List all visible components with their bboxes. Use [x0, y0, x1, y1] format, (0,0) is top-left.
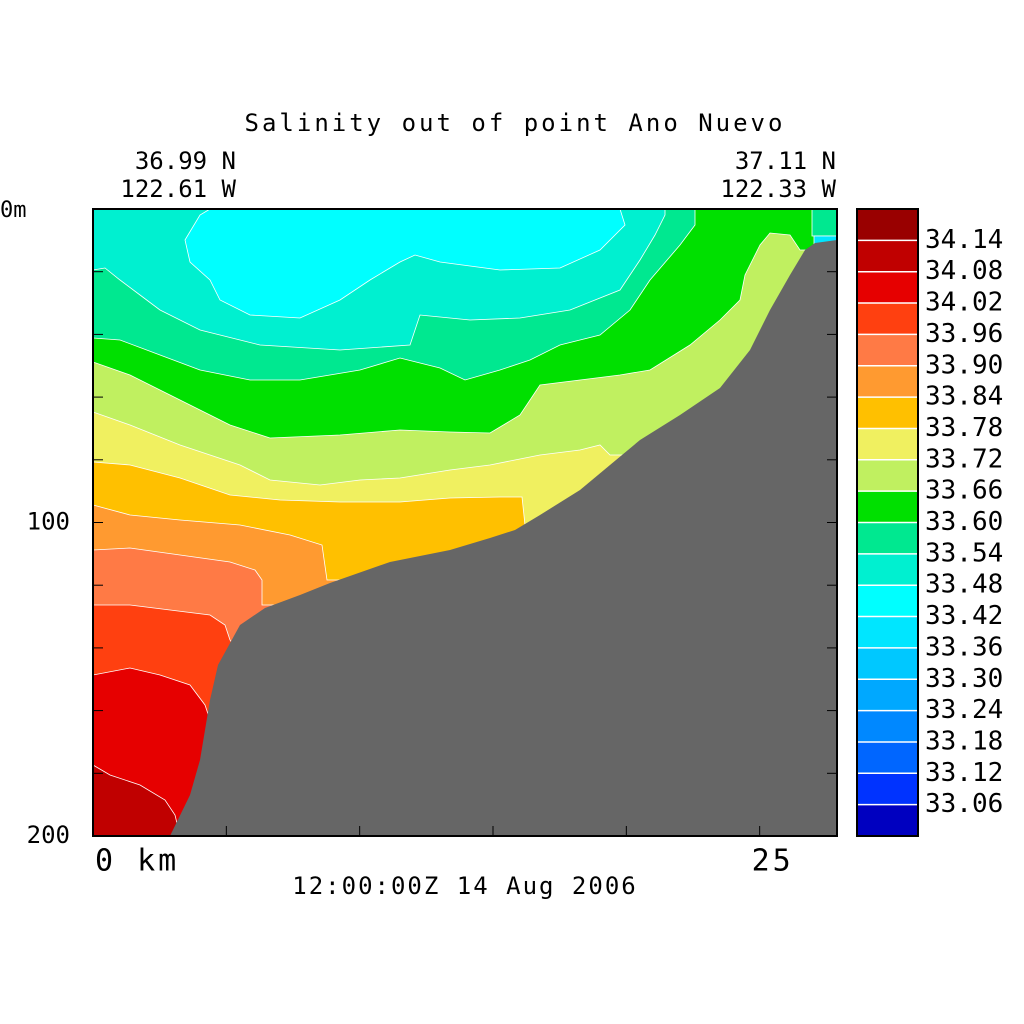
- colorbar-label: 34.02: [925, 288, 1003, 318]
- colorbar-swatch: [857, 303, 918, 335]
- colorbar-label: 33.24: [925, 695, 1003, 725]
- colorbar-frame: [856, 208, 919, 837]
- chart-title: Salinity out of point Ano Nuevo: [245, 109, 786, 137]
- x-tick-label: 0 km: [95, 844, 179, 879]
- end-lon: 122.33 W: [720, 175, 836, 203]
- colorbar-label: 33.72: [925, 444, 1003, 474]
- start-lat: 36.99 N: [135, 147, 236, 175]
- colorbar-label: 33.12: [925, 758, 1003, 788]
- colorbar-label: 34.08: [925, 256, 1003, 286]
- colorbar-label: 33.90: [925, 350, 1003, 380]
- y-tick-label: 200: [27, 821, 70, 849]
- colorbar-label: 33.84: [925, 382, 1003, 412]
- x-tick-label: 25: [752, 844, 794, 879]
- colorbar-label: 33.96: [925, 319, 1003, 349]
- salinity-band: [93, 764, 181, 836]
- time-label: 12:00:00Z 14 Aug 2006: [292, 872, 637, 900]
- colorbar-swatch: [857, 647, 918, 680]
- colorbar-label: 34.14: [925, 225, 1003, 255]
- y-tick-label: 0m: [0, 198, 27, 223]
- colorbar-label: 33.78: [925, 413, 1003, 443]
- salinity-band: [184, 209, 626, 319]
- colorbar-swatch: [857, 459, 918, 492]
- colorbar-label: 33.60: [925, 507, 1003, 537]
- colorbar-label: 33.42: [925, 601, 1003, 631]
- colorbar-swatch: [857, 209, 918, 241]
- colorbar: 33.0633.1233.1833.2433.3033.3633.4233.48…: [856, 208, 1003, 837]
- colorbar-swatch: [857, 616, 918, 648]
- colorbar-swatch: [857, 428, 918, 460]
- colorbar-swatch: [857, 271, 918, 304]
- colorbar-label: 33.54: [925, 538, 1003, 568]
- colorbar-label: 33.48: [925, 570, 1003, 600]
- colorbar-swatch: [857, 710, 918, 742]
- colorbar-label: 33.18: [925, 726, 1003, 756]
- colorbar-swatch: [857, 491, 918, 523]
- y-tick-label: 100: [27, 508, 70, 536]
- colorbar-swatch: [857, 397, 918, 429]
- contour-field: [93, 209, 837, 836]
- colorbar-label: 33.66: [925, 476, 1003, 506]
- axes: 0m 100 200 0 km 25: [0, 198, 837, 879]
- colorbar-swatch: [857, 741, 918, 774]
- colorbar-swatch: [857, 334, 918, 366]
- colorbar-swatch: [857, 679, 918, 711]
- colorbar-swatch: [857, 585, 918, 617]
- colorbar-swatch: [857, 804, 918, 836]
- colorbar-swatch: [857, 773, 918, 805]
- end-lat: 37.11 N: [735, 147, 836, 175]
- colorbar-label: 33.06: [925, 789, 1003, 819]
- colorbar-label: 33.30: [925, 664, 1003, 694]
- land: [170, 240, 837, 836]
- colorbar-swatch: [857, 240, 918, 272]
- colorbar-swatch: [857, 553, 918, 586]
- start-lon: 122.61 W: [120, 175, 236, 203]
- colorbar-label: 33.36: [925, 632, 1003, 662]
- colorbar-swatch: [857, 522, 918, 554]
- colorbar-swatch: [857, 365, 918, 398]
